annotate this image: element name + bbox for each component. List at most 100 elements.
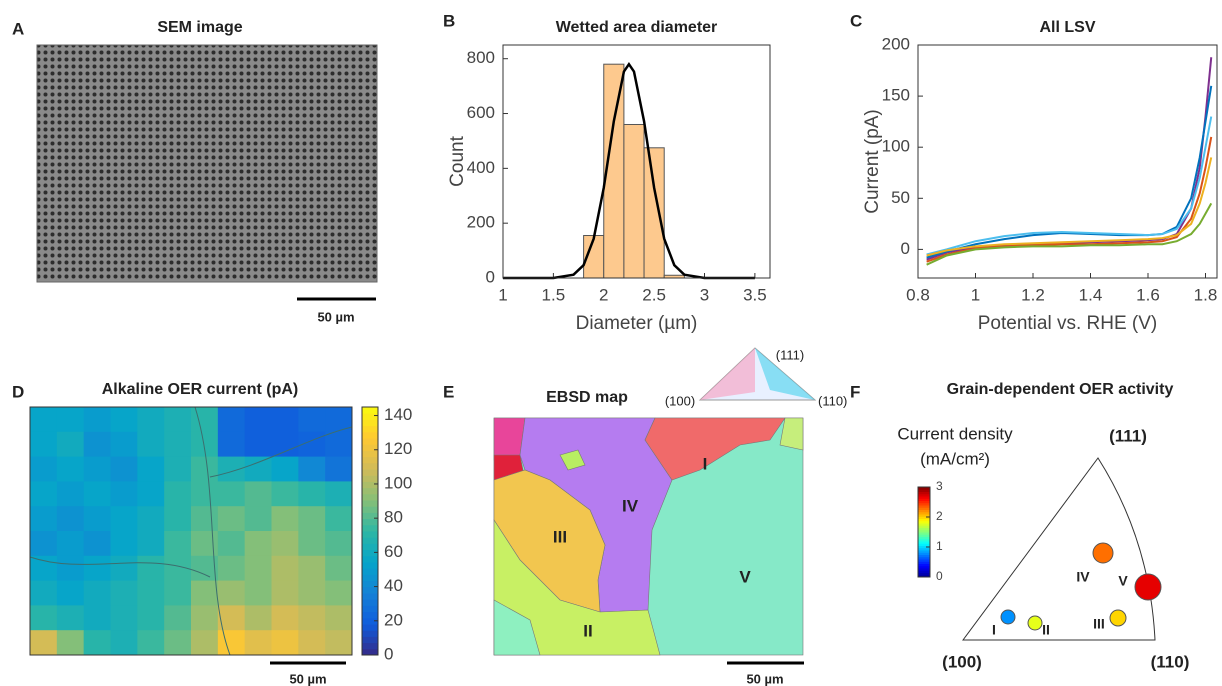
scale-bar-label: 50 µm: [317, 309, 354, 324]
heatmap-cell: [164, 506, 192, 532]
heatmap-cell: [137, 580, 165, 606]
heatmap-cell: [271, 407, 299, 433]
x-tick-label: 1: [498, 285, 507, 304]
heatmap-cell: [191, 630, 219, 656]
colorbar-tick-label: 1: [936, 539, 943, 553]
panel-letter: F: [850, 382, 860, 401]
colorbar-segment: [918, 534, 930, 537]
heatmap-cell: [191, 481, 219, 507]
colorbar-segment: [362, 524, 378, 532]
heatmap-cell: [110, 555, 138, 581]
heatmap-cell: [30, 506, 58, 532]
colorbar-segment: [362, 438, 378, 445]
x-tick-label: 1.6: [1136, 285, 1160, 304]
heatmap-cell: [244, 456, 272, 482]
heatmap-cell: [244, 531, 272, 557]
heatmap-cell: [217, 481, 246, 507]
colorbar-segment: [362, 475, 378, 482]
heatmap-cell: [137, 605, 165, 631]
y-tick-label: 100: [882, 137, 910, 156]
colorbar-segment: [918, 532, 930, 535]
heatmap-cell: [191, 531, 219, 557]
heatmap-cell: [244, 555, 272, 581]
colorbar-segment: [918, 514, 930, 517]
corner-label: (100): [942, 652, 982, 671]
heatmap-cell: [271, 605, 299, 631]
ipf-corner: (100): [665, 393, 695, 408]
heatmap-cell: [56, 456, 85, 482]
heatmap-cell: [244, 431, 272, 457]
heatmap-cell: [56, 580, 85, 606]
heatmap-cell: [164, 407, 192, 433]
heatmap-frame: [29, 406, 353, 656]
y-tick-label: 0: [901, 239, 910, 258]
colorbar-unit: (mA/cm²): [920, 449, 990, 468]
colorbar-segment: [918, 554, 930, 558]
heatmap-cell: [110, 630, 138, 656]
colorbar-segment: [362, 636, 378, 644]
colorbar-segment: [918, 550, 930, 553]
lsv-curve: [926, 202, 1213, 266]
grain-boundary: [194, 406, 231, 656]
x-tick-label: 2.5: [642, 285, 666, 304]
y-tick-label: 400: [467, 158, 495, 177]
colorbar-segment: [362, 431, 378, 439]
histogram-bar: [643, 147, 665, 279]
ipf-corner: (111): [776, 347, 804, 362]
grain-bubble: [1092, 542, 1114, 564]
grain-bubble: [1109, 609, 1127, 627]
colorbar-segment: [362, 444, 378, 451]
colorbar-tick-label: 20: [384, 610, 403, 629]
scale-bar-label: 50 µm: [289, 671, 326, 686]
x-tick-label: 1.4: [1079, 285, 1103, 304]
colorbar-segment: [918, 570, 930, 573]
colorbar-segment: [918, 507, 930, 510]
colorbar-segment: [918, 509, 930, 513]
panel-title: All LSV: [1039, 19, 1095, 36]
colorbar-segment: [362, 493, 378, 501]
heatmap-cell: [298, 605, 326, 631]
colorbar-segment: [918, 527, 930, 531]
grain-label: II: [583, 621, 592, 640]
panel-letter: B: [443, 11, 455, 30]
heatmap-cell: [83, 481, 111, 507]
heatmap-cell: [217, 407, 246, 433]
colorbar-segment: [918, 547, 930, 551]
heatmap-cell: [110, 506, 138, 532]
ipf-corner: (110): [818, 393, 847, 408]
heatmap-cell: [110, 580, 138, 606]
lsv-curve: [926, 85, 1213, 259]
heatmap-cell: [56, 407, 85, 433]
heatmap-cell: [325, 456, 353, 482]
heatmap-cell: [164, 580, 192, 606]
colorbar-segment: [918, 516, 930, 519]
colorbar-segment: [362, 518, 378, 526]
plot-frame: [917, 44, 1218, 279]
heatmap-cell: [110, 431, 138, 457]
heatmap-cell: [110, 531, 138, 557]
colorbar-segment: [918, 496, 930, 499]
colorbar-tick-label: 0: [384, 644, 393, 663]
x-tick-label: 3: [700, 285, 709, 304]
heatmap-cell: [298, 555, 326, 581]
colorbar-segment: [362, 407, 378, 414]
colorbar-segment: [918, 572, 930, 576]
heatmap-cell: [244, 605, 272, 631]
heatmap-cell: [137, 431, 165, 457]
grain-label: I: [703, 454, 708, 473]
colorbar-segment: [362, 487, 378, 495]
colorbar-segment: [362, 450, 378, 458]
colorbar-segment: [918, 505, 930, 508]
colorbar-segment: [362, 456, 378, 464]
colorbar-segment: [918, 559, 930, 562]
colorbar-segment: [362, 574, 378, 582]
colorbar-segment: [918, 552, 930, 555]
y-tick-label: 600: [467, 103, 495, 122]
colorbar-segment: [918, 556, 930, 560]
panel-title: EBSD map: [546, 389, 628, 406]
heatmap-cell: [83, 531, 111, 557]
x-tick-label: 2: [599, 285, 608, 304]
colorbar-segment: [362, 481, 378, 489]
x-tick-label: 0.8: [906, 285, 930, 304]
grain-label: I: [992, 622, 996, 638]
